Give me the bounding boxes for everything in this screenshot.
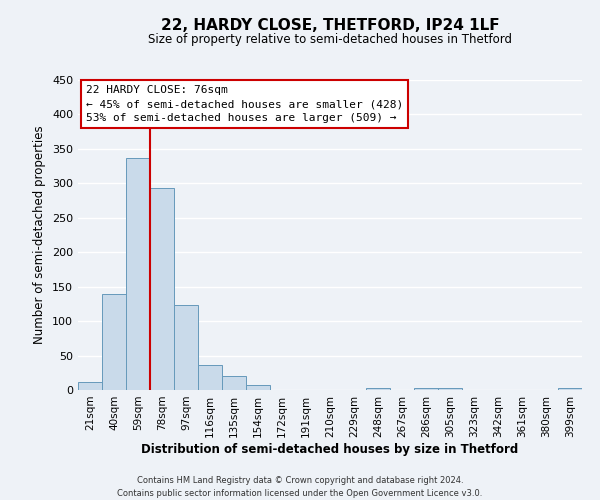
Bar [246, 385, 270, 390]
Text: Size of property relative to semi-detached houses in Thetford: Size of property relative to semi-detach… [148, 32, 512, 46]
Bar [222, 376, 246, 390]
Y-axis label: Number of semi-detached properties: Number of semi-detached properties [34, 126, 46, 344]
Bar [414, 388, 438, 390]
Bar [126, 158, 150, 390]
Bar [558, 388, 582, 390]
Text: 22, HARDY CLOSE, THETFORD, IP24 1LF: 22, HARDY CLOSE, THETFORD, IP24 1LF [161, 18, 499, 32]
Bar [102, 294, 126, 390]
Bar [78, 382, 102, 390]
Bar [150, 188, 174, 390]
Text: 22 HARDY CLOSE: 76sqm
← 45% of semi-detached houses are smaller (428)
53% of sem: 22 HARDY CLOSE: 76sqm ← 45% of semi-deta… [86, 84, 403, 124]
X-axis label: Distribution of semi-detached houses by size in Thetford: Distribution of semi-detached houses by … [142, 442, 518, 456]
Bar [174, 304, 198, 390]
Bar [198, 365, 222, 390]
Bar [438, 388, 462, 390]
Bar [366, 388, 390, 390]
Text: Contains HM Land Registry data © Crown copyright and database right 2024.
Contai: Contains HM Land Registry data © Crown c… [118, 476, 482, 498]
